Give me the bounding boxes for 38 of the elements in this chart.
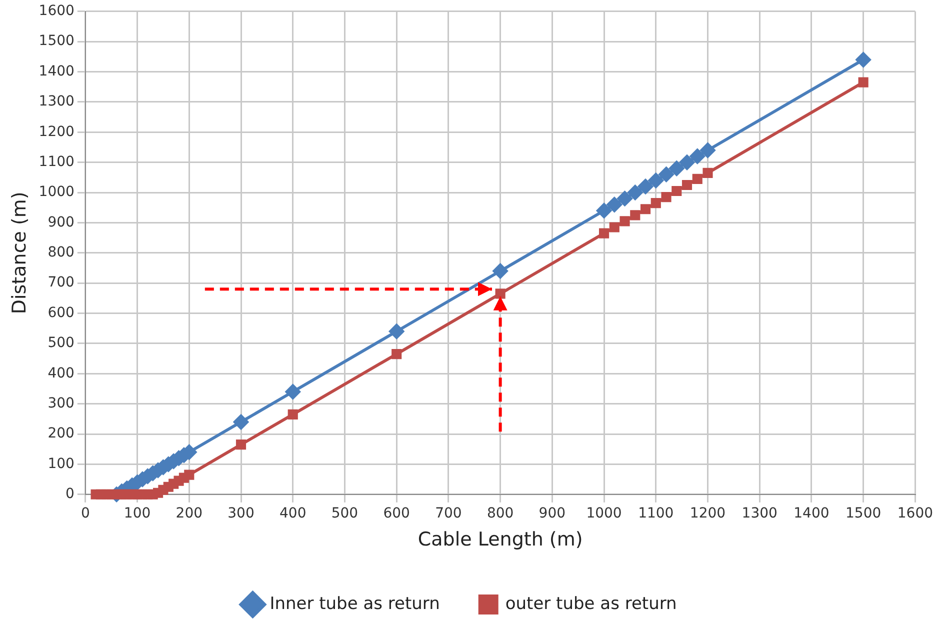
x-tick-label: 0 bbox=[80, 505, 90, 522]
y-tick-label: 100 bbox=[48, 456, 74, 472]
y-tick-label: 500 bbox=[48, 335, 74, 352]
x-tick-label: 1100 bbox=[638, 505, 674, 522]
y-tick-label: 300 bbox=[48, 395, 74, 412]
y-tick-label: 800 bbox=[48, 244, 74, 261]
y-tick-label: 1600 bbox=[38, 3, 74, 20]
y-tick-label: 1000 bbox=[38, 184, 74, 200]
x-tick-label: 500 bbox=[331, 505, 358, 522]
x-tick-label: 200 bbox=[176, 505, 203, 522]
y-axis-title: Distance (m) bbox=[8, 192, 30, 314]
y-tick-label: 1100 bbox=[38, 154, 74, 170]
x-tick-label: 1500 bbox=[846, 505, 882, 522]
x-tick-label: 100 bbox=[124, 505, 151, 522]
x-tick-label: 1300 bbox=[742, 505, 778, 522]
x-tick-label: 1200 bbox=[690, 505, 726, 522]
x-tick-label: 1600 bbox=[897, 505, 934, 522]
x-tick-label: 400 bbox=[280, 505, 306, 522]
y-tick-label: 1200 bbox=[38, 124, 74, 140]
y-tick-label: 900 bbox=[48, 214, 74, 230]
y-tick-label: 1400 bbox=[38, 63, 74, 80]
y-tick-label: 1300 bbox=[38, 94, 74, 110]
x-tick-label: 300 bbox=[228, 505, 254, 522]
x-tick-label: 900 bbox=[538, 505, 566, 522]
y-tick-label: 600 bbox=[48, 304, 74, 321]
x-tick-label: 800 bbox=[486, 505, 514, 522]
y-tick-label: 1500 bbox=[38, 33, 74, 50]
legend-label: Inner tube as return bbox=[270, 594, 440, 614]
y-tick-label: 400 bbox=[48, 365, 74, 382]
x-tick-label: 700 bbox=[435, 505, 462, 522]
x-axis-title: Cable Length (m) bbox=[418, 528, 583, 551]
y-tick-label: 0 bbox=[66, 486, 74, 502]
x-tick-label: 1400 bbox=[794, 505, 830, 522]
x-tick-label: 1000 bbox=[586, 505, 622, 522]
legend-label: outer tube as return bbox=[505, 594, 677, 614]
y-tick-label: 200 bbox=[48, 426, 74, 442]
x-tick-label: 600 bbox=[383, 505, 410, 522]
y-tick-label: 700 bbox=[48, 274, 74, 291]
